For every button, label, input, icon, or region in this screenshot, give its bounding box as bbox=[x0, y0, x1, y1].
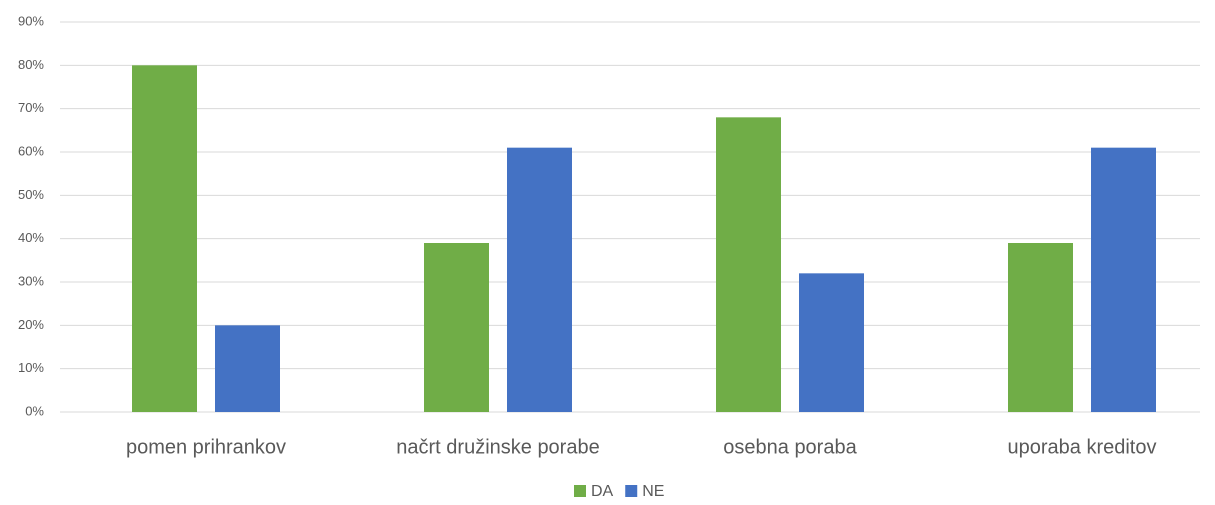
x-tick-label: načrt družinske porabe bbox=[396, 436, 599, 458]
x-tick-label: pomen prihrankov bbox=[126, 436, 286, 458]
y-tick-label: 80% bbox=[18, 57, 44, 72]
legend-swatch bbox=[574, 485, 586, 497]
bar bbox=[799, 273, 864, 412]
bar bbox=[1008, 243, 1073, 412]
y-tick-label: 20% bbox=[18, 317, 44, 332]
y-tick-label: 30% bbox=[18, 273, 44, 288]
bar bbox=[132, 65, 197, 412]
y-tick-label: 0% bbox=[25, 403, 44, 418]
y-tick-label: 60% bbox=[18, 143, 44, 158]
legend-swatch bbox=[625, 485, 638, 497]
bar bbox=[716, 117, 781, 412]
legend-label: DA bbox=[591, 483, 614, 500]
bar bbox=[424, 243, 489, 412]
y-tick-label: 70% bbox=[18, 100, 44, 115]
y-tick-label: 50% bbox=[18, 187, 44, 202]
x-tick-label: uporaba kreditov bbox=[1008, 436, 1157, 458]
legend-label: NE bbox=[642, 483, 664, 500]
y-tick-label: 40% bbox=[18, 230, 44, 245]
bar bbox=[1091, 147, 1156, 412]
bar bbox=[215, 325, 280, 412]
x-tick-label: osebna poraba bbox=[723, 436, 857, 458]
y-tick-label: 90% bbox=[18, 13, 44, 28]
bar bbox=[507, 147, 572, 412]
y-tick-label: 10% bbox=[18, 360, 44, 375]
